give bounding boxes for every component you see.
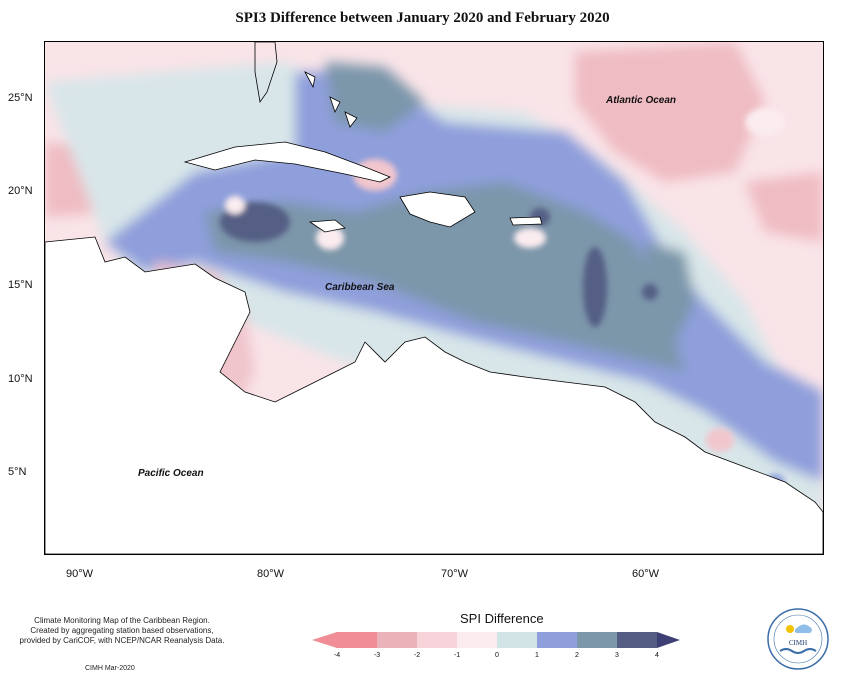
legend-swatch <box>337 632 377 648</box>
spi-difference-map <box>45 42 823 554</box>
legend-tick-label: -2 <box>413 652 421 659</box>
lat-tick-5n: 5°N <box>8 466 27 478</box>
legend-swatch <box>617 632 657 648</box>
label-atlantic-ocean: Atlantic Ocean <box>606 95 677 106</box>
credit-line-1: Climate Monitoring Map of the Caribbean … <box>34 616 210 625</box>
logo-ring <box>767 608 829 670</box>
land-outlines <box>45 42 823 554</box>
wave-icon <box>779 648 817 654</box>
lat-tick-15n: 15°N <box>8 279 33 291</box>
cloud-icon <box>794 624 812 633</box>
sun-icon <box>786 625 794 633</box>
cimh-logo: CIMH <box>767 608 829 670</box>
lat-tick-25n: 25°N <box>8 92 33 104</box>
lon-tick-80w: 80°W <box>257 568 285 580</box>
legend-tick-label: 3 <box>615 652 619 659</box>
legend-tick-label: 2 <box>575 652 579 659</box>
map-credit: Climate Monitoring Map of the Caribbean … <box>12 616 232 646</box>
lat-tick-10n: 10°N <box>8 373 33 385</box>
legend-tick-label: -1 <box>453 652 461 659</box>
legend-colorbar <box>312 632 680 648</box>
label-caribbean-sea: Caribbean Sea <box>325 282 395 293</box>
label-pacific-ocean: Pacific Ocean <box>138 468 204 479</box>
lon-tick-70w: 70°W <box>441 568 469 580</box>
legend-swatch <box>377 632 417 648</box>
legend-arrow-left <box>312 632 337 648</box>
lon-tick-60w: 60°W <box>632 568 660 580</box>
lon-tick-90w: 90°W <box>66 568 94 580</box>
lat-tick-20n: 20°N <box>8 185 33 197</box>
legend-swatch <box>457 632 497 648</box>
map-title: SPI3 Difference between January 2020 and… <box>235 10 610 26</box>
legend-arrow-right <box>657 632 680 648</box>
legend-tick-label: 0 <box>495 652 499 659</box>
credit-line-2: Created by aggregating station based obs… <box>30 626 214 635</box>
map-panel <box>44 41 824 555</box>
legend-swatch <box>577 632 617 648</box>
legend-tick-label: -4 <box>333 652 341 659</box>
legend-tick-label: 4 <box>655 652 659 659</box>
legend-swatch <box>497 632 537 648</box>
legend-swatch <box>417 632 457 648</box>
legend-swatch <box>537 632 577 648</box>
credit-line-3: provided by CariCOF, with NCEP/NCAR Rean… <box>19 636 225 645</box>
legend-tick-label: 1 <box>535 652 539 659</box>
logo-text: CIMH <box>789 639 807 647</box>
legend-tick-label: -3 <box>373 652 381 659</box>
legend-title: SPI Difference <box>460 611 544 626</box>
logo-inner-ring <box>773 614 823 664</box>
credit-date: CIMH Mar-2020 <box>85 665 135 672</box>
